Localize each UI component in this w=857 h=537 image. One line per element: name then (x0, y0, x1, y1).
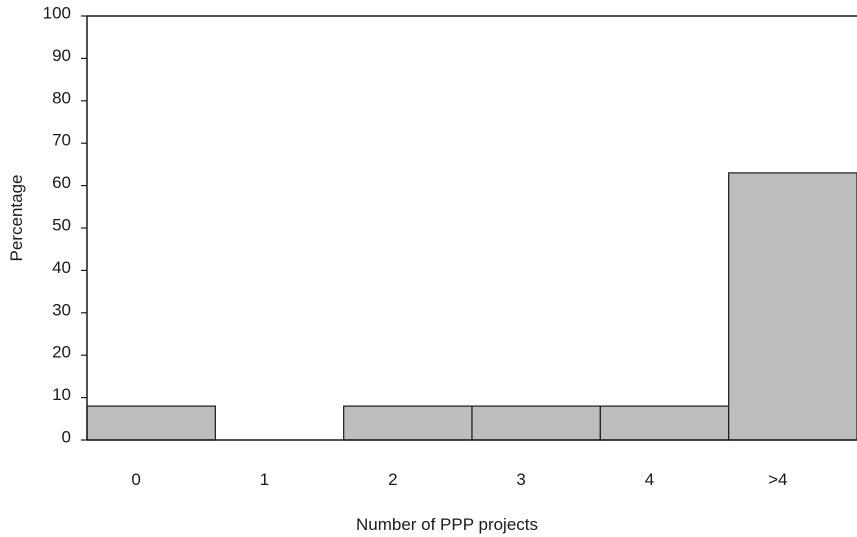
y-ticks-group: 0 10 20 30 40 50 60 70 80 90 100 (43, 3, 87, 446)
y-tick-label: 0 (62, 427, 71, 446)
y-tick-label: 60 (52, 173, 71, 192)
y-tick-label: 20 (52, 343, 71, 362)
x-tick-label: 3 (516, 470, 525, 489)
y-tick-label: 70 (52, 131, 71, 150)
y-tick-label: 40 (52, 258, 71, 277)
y-tick-label: 90 (52, 46, 71, 65)
x-tick-label: 4 (645, 470, 654, 489)
x-tick-label: 1 (260, 470, 269, 489)
y-tick-label: 100 (43, 3, 71, 22)
bar (86, 405, 216, 441)
x-labels-group: 0 1 2 3 4 >4 (131, 470, 787, 489)
y-tick-label: 80 (52, 88, 71, 107)
y-tick-label: 10 (52, 385, 71, 404)
bar (343, 405, 473, 441)
y-tick-label: 30 (52, 300, 71, 319)
bars-group (86, 172, 857, 441)
bar (471, 405, 601, 441)
x-tick-label: 0 (131, 470, 140, 489)
bar (599, 405, 730, 441)
y-tick-label: 50 (52, 215, 71, 234)
x-tick-label: >4 (768, 470, 787, 489)
x-axis-title: Number of PPP projects (356, 515, 538, 534)
bar (728, 172, 857, 441)
x-tick-label: 2 (388, 470, 397, 489)
y-axis-title: Percentage (7, 175, 26, 262)
